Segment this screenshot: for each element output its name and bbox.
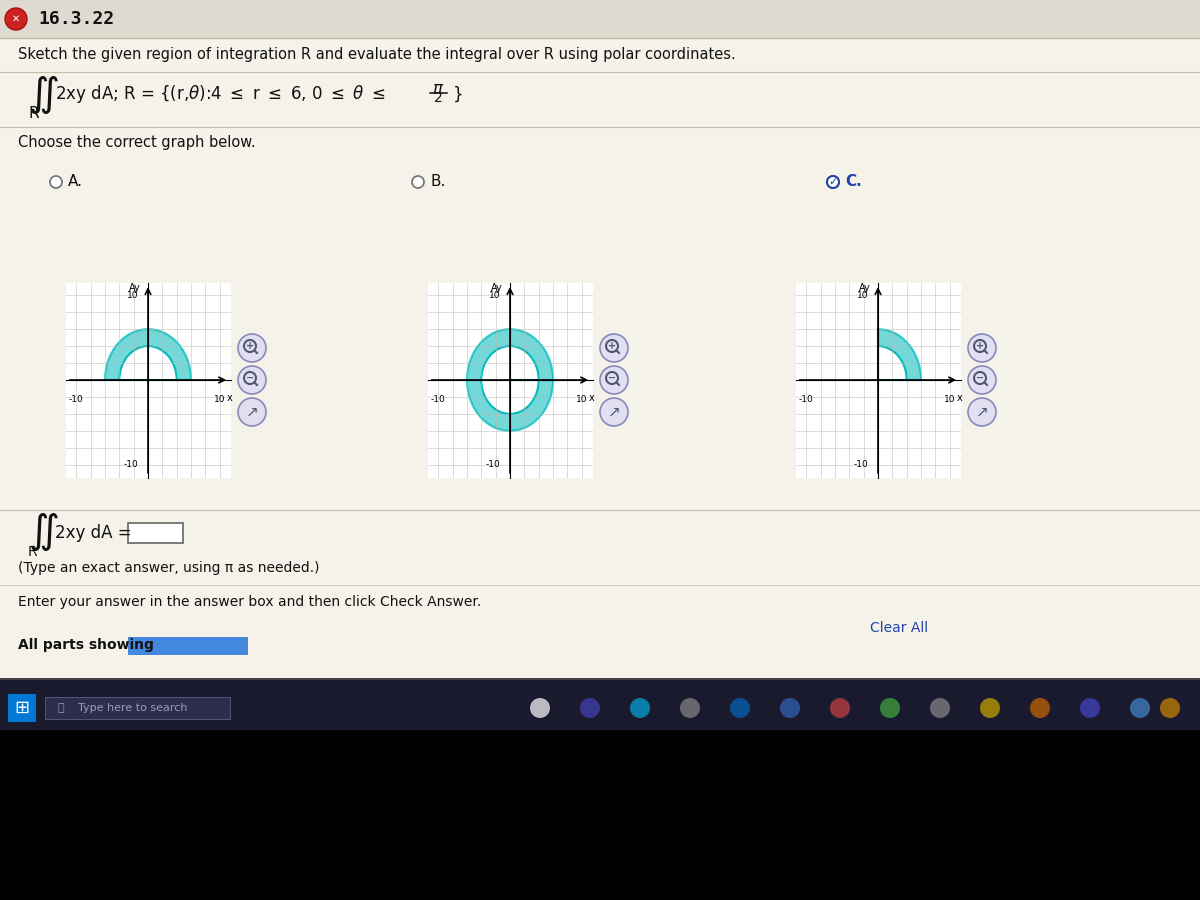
Text: Sketch the given region of integration R and evaluate the integral over R using : Sketch the given region of integration R…: [18, 48, 736, 62]
Text: -10: -10: [68, 395, 84, 404]
Text: Choose the correct graph below.: Choose the correct graph below.: [18, 136, 256, 150]
Text: Ay: Ay: [130, 284, 140, 293]
Bar: [8, 694, 36, 722]
Circle shape: [50, 176, 62, 188]
Text: 2xy dA; R = $\{$(r,$\theta$):4 $\leq$ r $\leq$ 6, 0 $\leq$ $\theta$ $\leq$: 2xy dA; R = $\{$(r,$\theta$):4 $\leq$ r …: [55, 83, 385, 105]
Text: All parts showing: All parts showing: [18, 638, 154, 652]
Text: ✓: ✓: [828, 177, 838, 187]
Circle shape: [600, 398, 628, 426]
Text: R: R: [28, 105, 38, 121]
Circle shape: [1030, 698, 1050, 718]
Circle shape: [5, 8, 28, 30]
Text: -10: -10: [431, 395, 445, 404]
Circle shape: [827, 176, 839, 188]
Text: ↗: ↗: [246, 404, 258, 419]
Text: 10: 10: [214, 395, 226, 404]
Wedge shape: [481, 346, 539, 414]
Text: ⊞: ⊞: [14, 699, 30, 717]
Text: -10: -10: [486, 460, 500, 469]
Circle shape: [968, 366, 996, 394]
Text: ↗: ↗: [607, 404, 620, 419]
Text: 2xy dA =: 2xy dA =: [55, 524, 132, 542]
Text: -10: -10: [799, 395, 814, 404]
Circle shape: [580, 698, 600, 718]
Bar: [46, 697, 230, 719]
Text: 10: 10: [490, 291, 500, 300]
Circle shape: [530, 698, 550, 718]
Bar: [0, 0, 1200, 680]
Text: x: x: [589, 392, 595, 402]
Circle shape: [880, 698, 900, 718]
Text: -10: -10: [124, 460, 139, 469]
Circle shape: [238, 398, 266, 426]
Text: −: −: [246, 373, 254, 383]
Text: $\pi$: $\pi$: [432, 80, 444, 98]
Bar: [0, 0, 1200, 38]
Bar: [128, 523, 182, 543]
Text: 🔍: 🔍: [58, 703, 65, 713]
Text: 10: 10: [127, 291, 139, 300]
Text: 10: 10: [944, 395, 955, 404]
Text: 10: 10: [576, 395, 588, 404]
Wedge shape: [119, 346, 176, 380]
Circle shape: [1160, 698, 1180, 718]
Circle shape: [1080, 698, 1100, 718]
Circle shape: [968, 334, 996, 362]
Circle shape: [238, 334, 266, 362]
Text: +: +: [608, 341, 616, 351]
Text: $\}$: $\}$: [452, 85, 462, 104]
Circle shape: [968, 398, 996, 426]
Text: $\iint$: $\iint$: [28, 511, 59, 553]
Text: x: x: [956, 392, 962, 402]
Wedge shape: [878, 346, 907, 380]
Text: +: +: [246, 341, 254, 351]
Text: (Type an exact answer, using π as needed.): (Type an exact answer, using π as needed…: [18, 561, 319, 575]
Text: Clear All: Clear All: [870, 621, 928, 635]
Bar: [0, 678, 1200, 680]
Circle shape: [827, 176, 839, 188]
Circle shape: [412, 176, 424, 188]
Text: ✕: ✕: [12, 14, 20, 24]
Circle shape: [780, 698, 800, 718]
Circle shape: [680, 698, 700, 718]
Circle shape: [630, 698, 650, 718]
Text: R: R: [28, 545, 37, 559]
Circle shape: [730, 698, 750, 718]
Circle shape: [238, 366, 266, 394]
Wedge shape: [467, 329, 553, 431]
Text: Ay: Ay: [491, 284, 503, 293]
Circle shape: [930, 698, 950, 718]
Text: C.: C.: [845, 175, 862, 190]
Text: x: x: [227, 392, 233, 402]
Circle shape: [600, 366, 628, 394]
Circle shape: [980, 698, 1000, 718]
Wedge shape: [104, 329, 191, 380]
Text: $\iint$: $\iint$: [28, 74, 59, 116]
Wedge shape: [878, 329, 922, 380]
Bar: [128, 637, 248, 655]
Text: -10: -10: [854, 460, 869, 469]
Text: 2: 2: [433, 91, 443, 105]
Circle shape: [1130, 698, 1150, 718]
Text: B.: B.: [430, 175, 445, 190]
Text: ↗: ↗: [976, 404, 989, 419]
Bar: [0, 680, 1200, 730]
Text: A.: A.: [68, 175, 83, 190]
Text: −: −: [976, 373, 984, 383]
Circle shape: [830, 698, 850, 718]
Text: Ay: Ay: [859, 284, 871, 293]
Text: −: −: [608, 373, 616, 383]
Text: Type here to search: Type here to search: [78, 703, 187, 713]
Text: 10: 10: [857, 291, 869, 300]
Text: 16.3.22: 16.3.22: [38, 10, 114, 28]
Text: Enter your answer in the answer box and then click Check Answer.: Enter your answer in the answer box and …: [18, 595, 481, 609]
Text: +: +: [976, 341, 984, 351]
Circle shape: [600, 334, 628, 362]
